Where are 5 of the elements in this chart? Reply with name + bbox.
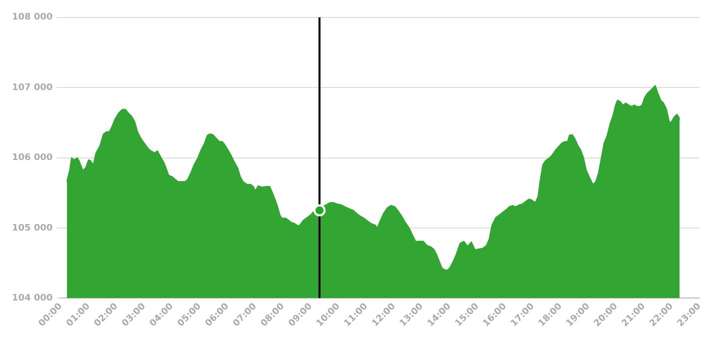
y-tick-label: 104 000: [12, 293, 53, 304]
y-tick-label: 107 000: [12, 82, 53, 93]
y-tick-label: 106 000: [12, 153, 53, 164]
y-tick-label: 105 000: [12, 223, 53, 234]
y-tick-label: 108 000: [12, 12, 53, 23]
